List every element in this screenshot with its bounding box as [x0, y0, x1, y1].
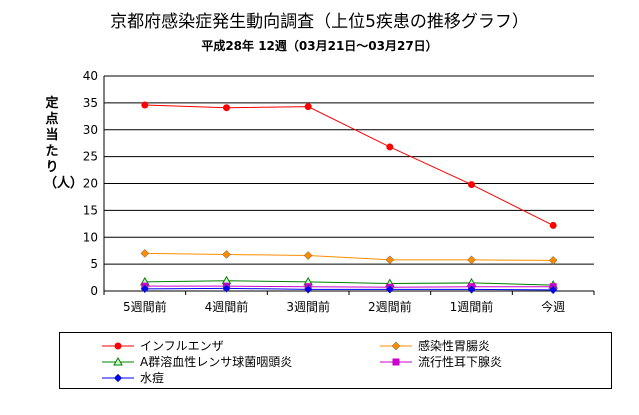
marker-point — [392, 358, 400, 366]
marker-point — [223, 104, 230, 112]
line-chart: 0 5 10 15 20 25 30 35 40 5週間前 4週間前 3週間前 2週間前 1週間前 今週 — [83, 69, 595, 314]
marker-point — [391, 341, 401, 351]
series-line — [144, 280, 554, 286]
marker-point — [385, 285, 395, 294]
y-tick-label: 30 — [83, 123, 98, 137]
marker-point — [549, 221, 557, 229]
y-tick-label: 0 — [90, 284, 98, 298]
y-tick-label: 20 — [83, 177, 98, 191]
series-line — [144, 252, 554, 261]
marker-point — [304, 103, 312, 111]
legend-label: 流行性耳下腺炎 — [418, 355, 503, 369]
series-line — [144, 285, 554, 288]
marker-point — [386, 143, 394, 151]
marker-point — [548, 285, 558, 295]
marker-point — [140, 284, 150, 294]
series-1 — [141, 101, 557, 229]
x-tick-label: 1週間前 — [450, 299, 494, 314]
legend-label: A群溶血性レンサ球菌咽頭炎 — [140, 355, 293, 369]
marker-point — [467, 255, 476, 265]
marker-point — [140, 249, 150, 258]
x-tick-label: 2週間前 — [368, 299, 412, 314]
x-tick-label: 今週 — [541, 299, 565, 314]
series-5 — [140, 283, 558, 295]
y-tick-label: 35 — [83, 96, 98, 110]
series-line — [144, 287, 554, 291]
y-tick-label: 10 — [83, 230, 98, 244]
legend-label: インフルエンザ — [140, 339, 224, 353]
marker-point — [548, 256, 558, 265]
legend-swatch — [380, 341, 412, 351]
marker-point — [113, 356, 123, 366]
marker-point — [141, 101, 149, 109]
marker-point — [303, 251, 313, 260]
x-tick-label: 3週間前 — [286, 299, 330, 314]
legend-swatch — [102, 373, 134, 383]
y-tick-label: 40 — [83, 69, 98, 83]
x-tick-label: 5週間前 — [123, 299, 167, 314]
chart-title: 京都府感染症発生動向調査（上位5疾患の推移グラフ） — [110, 12, 529, 32]
legend: インフルエンザ 感染性胃腸炎 A群溶血性レンサ球菌咽頭炎 流行性耳下腺炎水痘 — [59, 332, 612, 389]
legend-swatch — [102, 356, 134, 366]
marker-point — [222, 283, 231, 293]
y-tick-label: 15 — [83, 203, 98, 217]
legend-label: 水痘 — [140, 371, 165, 385]
marker-point — [303, 285, 313, 294]
marker-point — [222, 250, 231, 259]
x-tick-label: 4週間前 — [205, 299, 249, 314]
legend-label: 感染性胃腸炎 — [418, 339, 491, 353]
marker-point — [467, 285, 476, 294]
y-tick-label: 25 — [83, 150, 98, 164]
marker-point — [113, 373, 123, 383]
marker-point — [468, 181, 475, 189]
legend-swatch — [102, 342, 134, 350]
series-2 — [140, 249, 558, 265]
legend-swatch — [380, 358, 412, 366]
marker-point — [114, 342, 122, 350]
marker-point — [385, 255, 395, 265]
chart-subtitle: 平成28年 12週（03月21日～03月27日） — [201, 39, 438, 53]
y-tick-label: 5 — [90, 257, 98, 271]
series-line — [144, 104, 554, 226]
